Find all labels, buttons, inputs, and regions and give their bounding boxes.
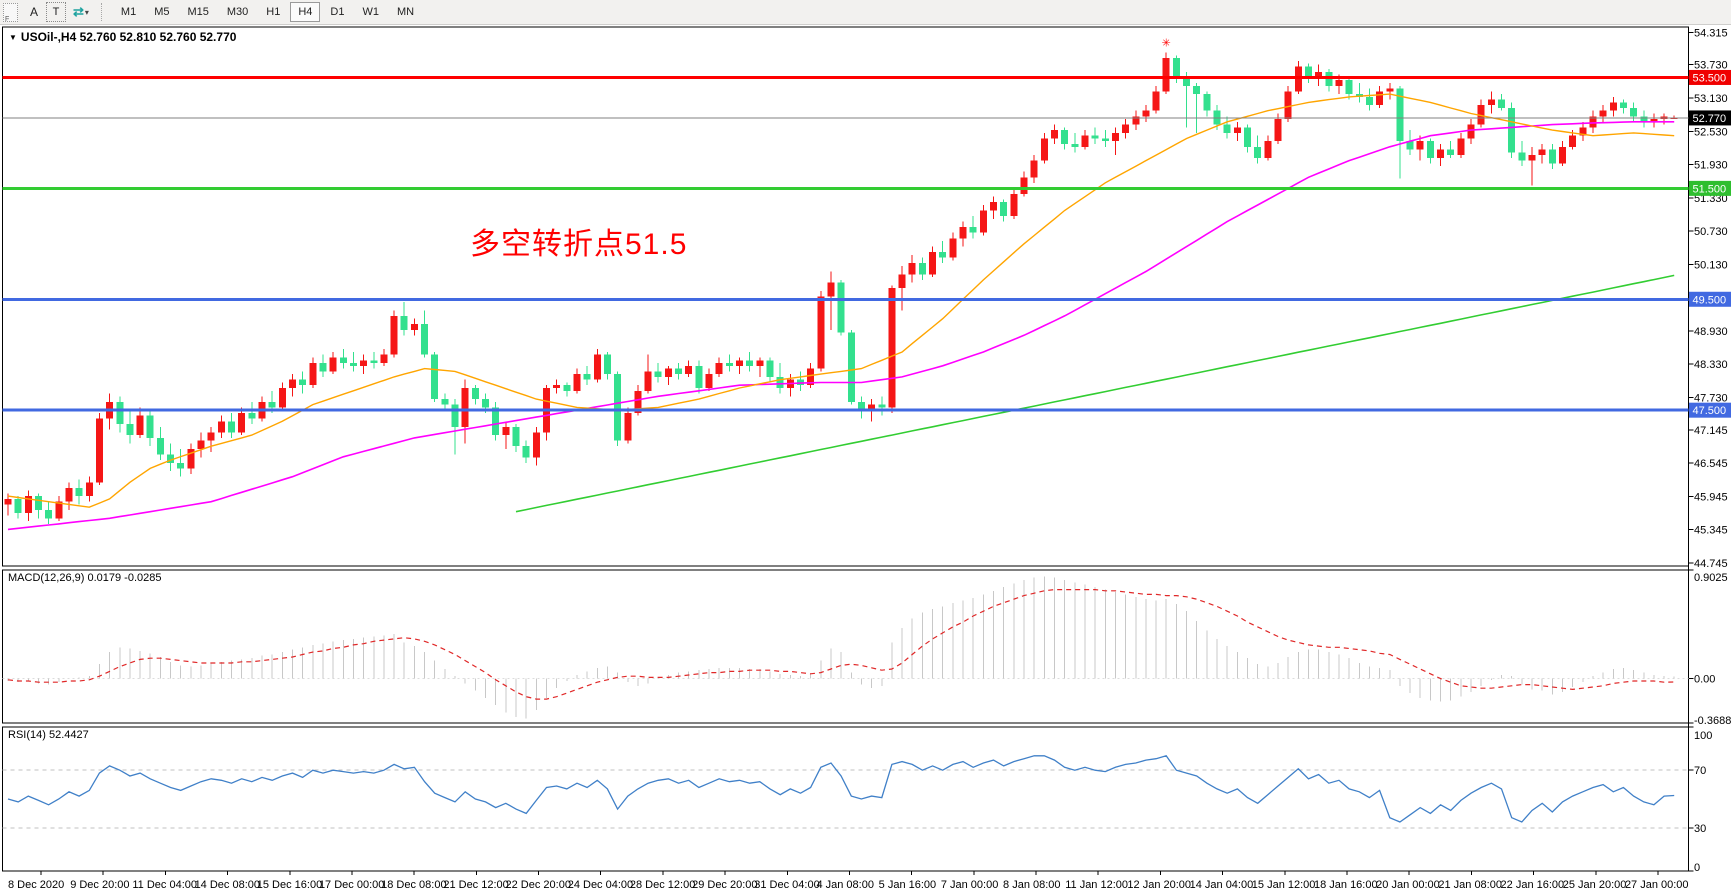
timeframe-button-H4[interactable]: H4 <box>290 2 321 22</box>
rsi-plot <box>2 755 1689 829</box>
price-tick-label: 47.145 <box>1694 425 1728 437</box>
price-axis[interactable]: 54.31553.73053.13052.53051.93051.33050.7… <box>1688 27 1731 874</box>
ma-mid-magenta-line <box>7 121 1675 531</box>
price-tick-label: 50.130 <box>1694 259 1728 271</box>
price-tick-label: 52.530 <box>1694 126 1728 138</box>
toolbar-grip-icon[interactable]: F <box>3 2 18 23</box>
timeframe-button-W1[interactable]: W1 <box>354 2 387 22</box>
chart-title: ▼ USOil-,H4 52.760 52.810 52.760 52.770 <box>9 30 236 44</box>
price-tick-label: 53.130 <box>1694 93 1728 105</box>
marker-star-icon[interactable]: ✳ <box>1162 37 1171 49</box>
time-tick-label: 15 Dec 16:00 <box>257 879 322 891</box>
moving-averages <box>7 93 1675 531</box>
price-badge-51.500 <box>1689 180 1731 196</box>
main-chart-pane[interactable] <box>2 26 1689 567</box>
time-tick-label: 25 Jan 20:00 <box>1563 879 1627 891</box>
rsi-axis-label: 100 <box>1694 730 1712 742</box>
ma-fast-orange-line <box>7 93 1675 508</box>
price-badge-53.500 <box>1689 69 1731 85</box>
time-tick-label: 20 Jan 00:00 <box>1376 879 1440 891</box>
time-tick-label: 4 Jan 08:00 <box>816 879 874 891</box>
time-tick-label: 21 Dec 12:00 <box>443 879 508 891</box>
arrows-tool-button[interactable]: ⇄ ▾ <box>68 2 94 22</box>
time-tick-label: 21 Jan 08:00 <box>1438 879 1502 891</box>
price-badge-label: 53.500 <box>1693 72 1727 84</box>
candlestick-series <box>4 52 1678 524</box>
macd-pane[interactable] <box>2 569 1689 724</box>
timeframe-button-M5[interactable]: M5 <box>146 2 177 22</box>
price-tick-label: 45.345 <box>1694 525 1728 537</box>
chart-title-text: USOil-,H4 52.760 52.810 52.760 52.770 <box>20 30 237 44</box>
time-tick-label: 24 Dec 04:00 <box>568 879 633 891</box>
toolbar-separator <box>100 3 103 21</box>
price-tick-label: 44.745 <box>1694 558 1728 570</box>
macd-axis-label: 0.00 <box>1694 674 1715 686</box>
font-tool-button[interactable]: A <box>24 2 44 22</box>
price-tick-label: 53.730 <box>1694 60 1728 72</box>
price-tick-label: 51.930 <box>1694 160 1728 172</box>
macd-indicator-label: MACD(12,26,9) 0.0179 -0.0285 <box>8 572 162 584</box>
cycle-arrows-icon: ⇄ <box>73 4 84 19</box>
rsi-indicator-label: RSI(14) 52.4427 <box>8 729 89 741</box>
price-badge-label: 52.770 <box>1693 113 1727 125</box>
time-tick-label: 17 Dec 00:00 <box>319 879 384 891</box>
timeframe-button-MN[interactable]: MN <box>389 2 422 22</box>
time-tick-label: 11 Dec 04:00 <box>132 879 197 891</box>
price-tick-label: 50.730 <box>1694 226 1728 238</box>
time-tick-label: 29 Dec 20:00 <box>692 879 757 891</box>
ma-slow-green-line <box>515 274 1675 513</box>
time-tick-label: 14 Jan 04:00 <box>1190 879 1254 891</box>
time-tick-label: 31 Dec 04:00 <box>754 879 819 891</box>
macd-histogram <box>2 576 1689 719</box>
timeframe-button-M30[interactable]: M30 <box>219 2 256 22</box>
price-badge-47.500 <box>1689 402 1731 418</box>
price-badge-label: 51.500 <box>1693 183 1727 195</box>
rsi-axis-label: 30 <box>1694 823 1706 835</box>
rsi-line <box>7 755 1675 823</box>
time-tick-label: 7 Jan 00:00 <box>941 879 999 891</box>
time-tick-label: 8 Dec 2020 <box>8 879 64 891</box>
price-tick-label: 48.330 <box>1694 359 1728 371</box>
price-tick-label: 45.945 <box>1694 491 1728 503</box>
time-tick-label: 9 Dec 20:00 <box>70 879 129 891</box>
time-tick-label: 5 Jan 16:00 <box>879 879 937 891</box>
time-tick-label: 18 Dec 08:00 <box>381 879 446 891</box>
price-tick-label: 46.545 <box>1694 458 1728 470</box>
time-tick-label: 11 Jan 12:00 <box>1065 879 1128 891</box>
price-badge-label: 47.500 <box>1693 405 1727 417</box>
rsi-axis-label: 0 <box>1694 862 1700 874</box>
time-tick-label: 22 Jan 16:00 <box>1501 879 1565 891</box>
time-tick-label: 27 Jan 00:00 <box>1625 879 1689 891</box>
dropdown-caret-icon: ▾ <box>84 7 89 17</box>
price-tick-label: 48.930 <box>1694 326 1728 338</box>
timeframe-button-M15[interactable]: M15 <box>179 2 216 22</box>
macd-signal-line <box>7 588 1675 700</box>
timeframe-button-M1[interactable]: M1 <box>113 2 144 22</box>
price-tick-label: 47.730 <box>1694 392 1728 404</box>
timeframe-button-group: M1 M5 M15 M30 H1 H4 D1 W1 MN <box>112 2 423 22</box>
time-tick-label: 22 Dec 20:00 <box>506 879 571 891</box>
rsi-pane[interactable] <box>2 726 1689 872</box>
toolbar: F A T ⇄ ▾ M1 M5 M15 M30 H1 H4 D1 W1 MN <box>0 0 1731 25</box>
time-tick-label: 28 Dec 12:00 <box>630 879 695 891</box>
annotation-text: 多空转折点51.5 <box>470 228 688 261</box>
timeframe-button-H1[interactable]: H1 <box>258 2 288 22</box>
time-tick-label: 8 Jan 08:00 <box>1003 879 1061 891</box>
text-tool-button[interactable]: T <box>46 2 66 22</box>
collapse-triangle-icon[interactable]: ▼ <box>9 33 17 42</box>
price-tick-label: 54.315 <box>1694 27 1728 39</box>
rsi-axis-label: 70 <box>1694 765 1706 777</box>
macd-axis-label: -0.3688 <box>1694 715 1731 727</box>
price-badge-label: 49.500 <box>1693 294 1727 306</box>
macd-axis-label: 0.9025 <box>1694 572 1728 584</box>
time-tick-label: 12 Jan 20:00 <box>1127 879 1191 891</box>
price-badge-52.770 <box>1689 110 1731 126</box>
price-badge-49.500 <box>1689 291 1731 307</box>
time-tick-label: 14 Dec 08:00 <box>195 879 260 891</box>
time-tick-label: 18 Jan 16:00 <box>1314 879 1378 891</box>
timeframe-button-D1[interactable]: D1 <box>322 2 352 22</box>
time-tick-label: 15 Jan 12:00 <box>1252 879 1316 891</box>
